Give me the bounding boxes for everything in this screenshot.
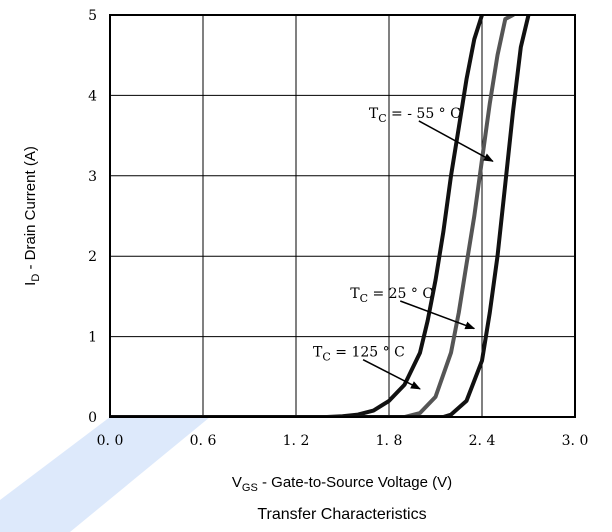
- watermark-band: [0, 417, 210, 532]
- x-tick-label: 3. 0: [562, 433, 589, 449]
- annotations: TC = 125 ° C TC = 25 ° C TC = - 55 ° C: [313, 106, 494, 390]
- y-axis-title-sub: D: [30, 274, 42, 282]
- x-tick-label: 2. 4: [469, 433, 496, 449]
- y-tick-label: 2: [88, 249, 97, 265]
- series-label-0: TC = 125 ° C: [313, 345, 405, 364]
- annotation-arrow-0: [362, 359, 421, 390]
- chart-title: Transfer Characteristics: [257, 506, 426, 523]
- annotation-arrow-1: [399, 300, 476, 330]
- x-axis-title-sub: GS: [242, 482, 258, 494]
- x-tick-labels: 0. 0 0. 6 1. 2 1. 8 2. 4 3. 0: [97, 433, 589, 449]
- y-tick-label: 1: [88, 330, 97, 346]
- series-group: [110, 15, 531, 417]
- series-label-1: TC = 25 ° C: [350, 286, 433, 305]
- x-tick-label: 1. 2: [283, 433, 310, 449]
- series-line-1: [110, 15, 515, 417]
- series-label-2: TC = - 55 ° C: [369, 106, 461, 125]
- x-tick-label: 0. 6: [190, 433, 217, 449]
- y-tick-labels: 0 1 2 3 4 5: [88, 8, 97, 426]
- y-axis-title: ID - Drain Current (A): [22, 146, 42, 286]
- x-axis-title: VGS - Gate-to-Source Voltage (V): [232, 474, 452, 494]
- y-tick-label: 0: [88, 410, 97, 426]
- y-tick-label: 5: [88, 8, 97, 24]
- grid: [110, 15, 575, 417]
- plot-frame: [109, 14, 576, 418]
- x-tick-label: 0. 0: [97, 433, 124, 449]
- annotation-arrow-2: [418, 120, 494, 162]
- x-tick-label: 1. 8: [376, 433, 403, 449]
- series-line-2: [110, 15, 531, 417]
- y-tick-label: 3: [88, 169, 97, 185]
- y-tick-label: 4: [88, 88, 97, 104]
